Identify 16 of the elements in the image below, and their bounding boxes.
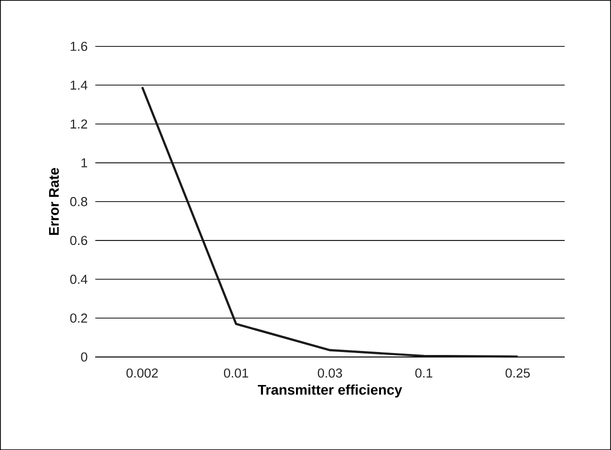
x-tick-label: 0.25 [506,368,530,378]
x-tick-label: 0.01 [224,368,248,378]
x-tick-label: 0.1 [415,368,432,378]
x-tick-label: 0.03 [318,368,342,378]
y-tick-label: 1.4 [70,80,88,90]
x-axis-title: Transmitter efficiency [258,384,402,398]
y-axis-title: Error Rate [49,168,59,235]
x-tick-label: 0.002 [126,368,158,378]
y-tick-label: 0.6 [70,236,88,245]
y-tick-label: 1.6 [70,42,88,51]
y-tick-label: 0 [81,352,88,362]
y-tick-label: 0.8 [70,196,88,206]
y-tick-label: 1 [82,158,88,168]
y-tick-label: 0.4 [70,274,88,284]
y-tick-label: 1.2 [70,119,88,128]
y-tick-label: 0.2 [70,313,88,323]
